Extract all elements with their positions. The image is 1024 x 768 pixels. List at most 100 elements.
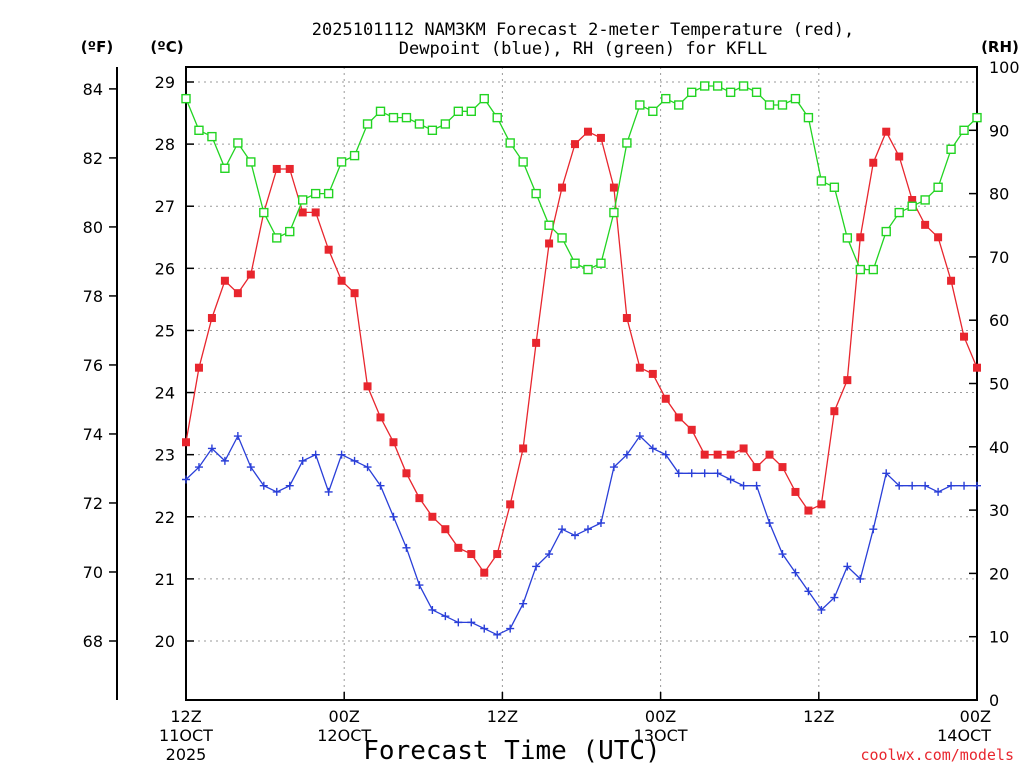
dewpoint-point-47 bbox=[791, 568, 800, 577]
relative-humidity-point-28 bbox=[544, 220, 554, 230]
fahrenheit-tick-label-84: 84 bbox=[83, 80, 103, 99]
dewpoint-point-60 bbox=[960, 481, 969, 490]
time-tick-label-36-0: 00Z bbox=[645, 707, 676, 726]
celsius-tick-label-29: 29 bbox=[155, 73, 175, 92]
rh-tick-label-80: 80 bbox=[989, 185, 1009, 204]
relative-humidity-point-33 bbox=[609, 207, 619, 218]
2-meter-temperature-point-50 bbox=[830, 407, 839, 416]
dewpoint-point-42 bbox=[726, 475, 735, 484]
dewpoint-point-58 bbox=[934, 487, 943, 496]
dewpoint-point-44 bbox=[752, 481, 761, 490]
2-meter-temperature-point-25 bbox=[506, 500, 515, 509]
2-meter-temperature-point-55 bbox=[895, 152, 904, 161]
2-meter-temperature-point-43 bbox=[739, 444, 748, 453]
relative-humidity-point-53 bbox=[868, 264, 878, 275]
dewpoint-point-0 bbox=[182, 475, 190, 484]
relative-humidity-point-34 bbox=[622, 138, 632, 148]
rh-tick-label-70: 70 bbox=[989, 248, 1009, 267]
chart-title-line-1: 2025101112 NAM3KM Forecast 2-meter Tempe… bbox=[312, 20, 854, 40]
time-tick-label-0-2: 2025 bbox=[166, 745, 207, 764]
dewpoint-line bbox=[185, 434, 977, 636]
relative-humidity-point-47 bbox=[790, 93, 801, 104]
celsius-tick-label-20: 20 bbox=[155, 632, 175, 651]
relative-humidity-point-60 bbox=[959, 125, 969, 136]
relative-humidity-point-38 bbox=[674, 100, 684, 110]
2-meter-temperature-point-5 bbox=[246, 270, 255, 279]
time-tick-label-0-0: 12Z bbox=[170, 707, 201, 726]
2-meter-temperature-point-44 bbox=[752, 463, 761, 472]
2-meter-temperature-point-10 bbox=[311, 208, 320, 217]
dewpoint-point-7 bbox=[272, 487, 281, 496]
2-meter-temperature-point-42 bbox=[726, 450, 735, 459]
relative-humidity-point-2 bbox=[207, 131, 217, 142]
2-meter-temperature-point-19 bbox=[428, 512, 437, 521]
relative-humidity-point-27 bbox=[531, 188, 541, 199]
dewpoint-point-26 bbox=[519, 599, 528, 608]
2-meter-temperature-point-29 bbox=[558, 183, 567, 192]
relative-humidity-point-14 bbox=[362, 119, 373, 129]
rh-unit-label: (RH) bbox=[981, 38, 1019, 56]
relative-humidity-point-6 bbox=[259, 207, 269, 218]
relative-humidity-point-54 bbox=[881, 226, 891, 237]
dewpoint-point-18 bbox=[415, 581, 424, 590]
relative-humidity-point-36 bbox=[648, 106, 658, 117]
dewpoint-point-34 bbox=[622, 450, 631, 459]
celsius-tick-label-22: 22 bbox=[155, 508, 175, 527]
dewpoint-point-54 bbox=[882, 469, 891, 478]
2-meter-temperature-point-54 bbox=[882, 127, 891, 136]
credit-text: coolwx.com/models bbox=[860, 746, 1014, 764]
2-meter-temperature-point-23 bbox=[480, 568, 489, 577]
time-tick-label-12-0: 00Z bbox=[329, 707, 360, 726]
relative-humidity-point-9 bbox=[298, 195, 308, 205]
relative-humidity-point-55 bbox=[894, 207, 904, 218]
celsius-tick-label-21: 21 bbox=[155, 570, 175, 589]
rh-tick-label-100: 100 bbox=[989, 58, 1020, 77]
2-meter-temperature-point-13 bbox=[350, 289, 359, 298]
dewpoint-point-21 bbox=[454, 618, 463, 627]
relative-humidity-line bbox=[185, 85, 978, 271]
relative-humidity-point-61 bbox=[972, 112, 982, 123]
rh-tick-label-20: 20 bbox=[989, 564, 1009, 583]
dewpoint-point-31 bbox=[583, 525, 592, 534]
relative-humidity-point-29 bbox=[557, 233, 567, 243]
time-tick-label-60-1: 14OCT bbox=[937, 726, 991, 745]
2-meter-temperature-point-2 bbox=[207, 314, 216, 323]
fahrenheit-tick-label-76: 76 bbox=[83, 356, 103, 375]
tick-labels: 68 70 72 74 76 78 80 82 84 20 21 22 23 24 25 26 27 28 29 0 1… bbox=[83, 58, 1020, 764]
dewpoint-point-59 bbox=[947, 481, 956, 490]
relative-humidity-point-26 bbox=[518, 157, 528, 167]
2-meter-temperature-point-57 bbox=[921, 220, 930, 229]
2-meter-temperature-point-17 bbox=[402, 469, 411, 478]
dewpoint-point-3 bbox=[220, 456, 229, 465]
relative-humidity-point-48 bbox=[803, 112, 814, 123]
dewpoint-point-6 bbox=[259, 481, 268, 490]
rh-tick-label-10: 10 bbox=[989, 628, 1009, 647]
2-meter-temperature-point-21 bbox=[454, 543, 463, 552]
dewpoint-point-24 bbox=[493, 630, 502, 639]
dewpoint-point-12 bbox=[337, 450, 346, 459]
relative-humidity-point-57 bbox=[920, 195, 930, 205]
2-meter-temperature-point-56 bbox=[908, 196, 917, 205]
2-meter-temperature-point-45 bbox=[765, 450, 774, 459]
relative-humidity-point-1 bbox=[194, 125, 204, 136]
relative-humidity-point-16 bbox=[388, 112, 399, 123]
2-meter-temperature-point-9 bbox=[298, 208, 307, 217]
2-meter-temperature-point-35 bbox=[635, 363, 644, 372]
dewpoint-point-48 bbox=[804, 587, 813, 596]
relative-humidity-point-41 bbox=[712, 81, 723, 91]
2-meter-temperature-point-27 bbox=[532, 338, 541, 347]
fahrenheit-tick-label-72: 72 bbox=[83, 494, 103, 513]
dewpoint-point-56 bbox=[908, 481, 917, 490]
2-meter-temperature-point-60 bbox=[960, 332, 969, 341]
2-meter-temperature-point-1 bbox=[194, 363, 203, 372]
2-meter-temperature-point-18 bbox=[415, 494, 424, 503]
dewpoint-point-17 bbox=[402, 543, 411, 552]
dewpoint-point-39 bbox=[687, 469, 696, 478]
rh-tick-label-40: 40 bbox=[989, 438, 1009, 457]
2-meter-temperature-point-15 bbox=[376, 413, 385, 422]
2-meter-temperature-point-37 bbox=[661, 394, 670, 403]
celsius-unit-label: (ºC) bbox=[150, 38, 183, 56]
relative-humidity-point-32 bbox=[596, 258, 606, 268]
2-meter-temperature-point-16 bbox=[389, 438, 398, 447]
